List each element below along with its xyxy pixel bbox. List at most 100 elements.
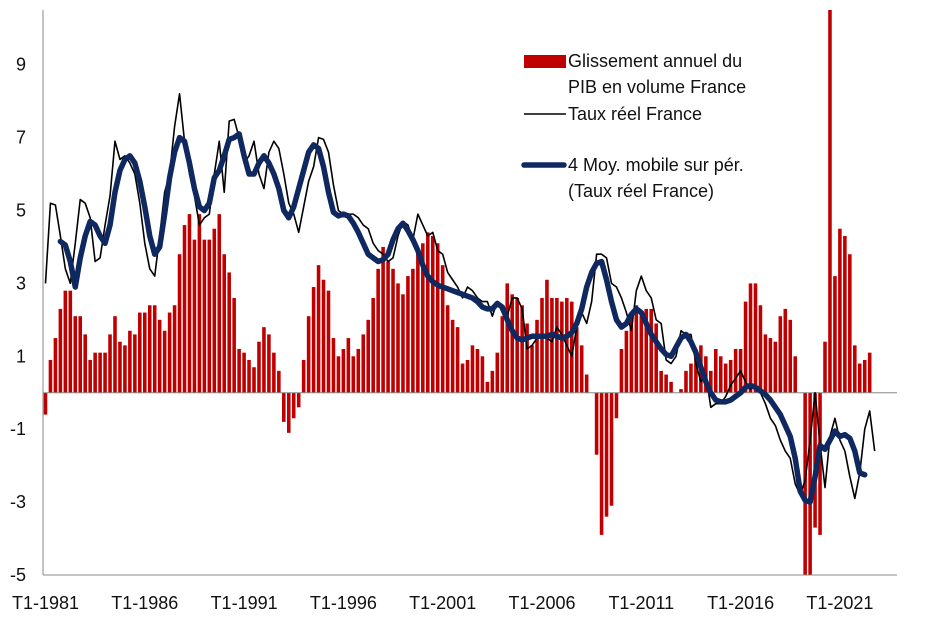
gdp-bar: [257, 341, 261, 393]
gdp-bar: [381, 246, 385, 393]
gdp-bar: [267, 334, 271, 393]
gdp-bar: [197, 214, 202, 393]
gdp-bar: [857, 363, 862, 393]
gdp-bar: [361, 334, 366, 393]
gdp-bar: [391, 268, 395, 393]
gdp-bar: [763, 334, 768, 393]
gdp-bar: [515, 297, 519, 393]
gdp-bar: [326, 290, 331, 393]
gdp-bar: [748, 283, 753, 393]
gdp-bar: [694, 349, 698, 393]
x-tick-label: T1-1981: [12, 593, 79, 613]
gdp-bar: [53, 338, 58, 393]
gdp-bar: [833, 276, 837, 393]
gdp-bar: [465, 359, 470, 393]
gdp-bar: [728, 359, 733, 393]
gdp-bar: [629, 316, 634, 393]
gdp-bar: [187, 214, 192, 393]
gdp-bar: [262, 327, 266, 393]
gdp-bar: [143, 312, 147, 393]
gdp-bar: [778, 316, 783, 393]
gdp-bar: [147, 305, 152, 393]
gdp-bar: [495, 352, 500, 393]
moving-average-line: [57, 131, 868, 505]
gdp-bar: [535, 319, 539, 393]
gdp-bar: [828, 10, 832, 393]
gdp-bar: [718, 356, 723, 393]
gdp-bar: [470, 345, 475, 393]
gdp-bar: [753, 283, 758, 393]
gdp-bar: [525, 323, 529, 393]
gdp-bar: [649, 308, 654, 393]
gdp-bar: [664, 374, 668, 393]
gdp-bar: [709, 370, 713, 393]
gdp-bar: [421, 243, 425, 393]
gdp-bar: [123, 345, 127, 393]
gdp-bar: [98, 352, 102, 393]
gdp-bar: [167, 312, 172, 393]
gdp-bar: [579, 345, 584, 393]
y-tick-label: -5: [10, 565, 26, 585]
gdp-bar: [848, 254, 852, 393]
y-tick-label: -3: [10, 492, 26, 512]
gdp-bar: [654, 323, 658, 393]
x-tick-label: T1-2021: [806, 593, 873, 613]
gdp-bar: [108, 334, 112, 393]
gdp-bar: [733, 349, 738, 393]
y-tick-label: 5: [16, 201, 26, 221]
y-tick-labels: 9 7 5 3 1 -1 -3 -5: [10, 55, 26, 585]
gdp-bar: [217, 214, 222, 393]
gdp-bar: [83, 334, 87, 393]
gdp-bar: [406, 276, 410, 393]
gdp-bar: [73, 316, 78, 393]
gdp-bar: [43, 392, 48, 415]
gdp-bar: [689, 363, 693, 393]
gdp-bar: [58, 308, 63, 393]
gdp-bar: [212, 228, 217, 393]
gdp-bar: [634, 305, 639, 393]
gdp-bar: [838, 228, 842, 393]
gdp-bar: [485, 381, 490, 393]
y-tick-label: 9: [16, 55, 26, 75]
gdp-bar: [321, 279, 326, 393]
gdp-bar: [768, 338, 773, 393]
gdp-bar: [570, 301, 574, 393]
gdp-bar: [639, 316, 644, 393]
gdp-bar: [669, 381, 673, 393]
gdp-bar: [823, 341, 827, 393]
gdp-bar: [574, 327, 579, 393]
x-tick-label: T1-2001: [409, 593, 476, 613]
gdp-bar: [311, 287, 316, 393]
gdp-bar: [282, 392, 286, 422]
gdp-bar: [609, 392, 614, 506]
gdp-bar: [291, 392, 296, 419]
y-tick-label: 3: [16, 273, 26, 293]
y-tick-label: -1: [10, 419, 26, 439]
gdp-bar: [222, 254, 227, 393]
gdp-bar: [743, 301, 748, 393]
gdp-bar: [862, 359, 867, 393]
gdp-bar: [450, 319, 455, 393]
legend-ma-label-line1: 4 Moy. mobile sur pér.: [568, 155, 744, 175]
gdp-bar: [336, 356, 341, 393]
gdp-bar: [619, 349, 624, 393]
gdp-bar: [445, 305, 450, 393]
gdp-bar: [411, 268, 415, 393]
x-tick-label: T1-2011: [608, 593, 674, 613]
gdp-bar: [659, 370, 663, 393]
gdp-bar: [679, 389, 683, 393]
gdp-bar: [604, 392, 609, 517]
gdp-bar: [853, 345, 857, 393]
gdp-bar: [540, 297, 544, 393]
bar-series: [43, 10, 872, 575]
legend-background: [510, 48, 760, 206]
gdp-bar: [172, 305, 177, 393]
gdp-bar: [843, 236, 847, 393]
x-tick-label: T1-2016: [707, 593, 774, 613]
gdp-bar: [227, 272, 231, 393]
gdp-bar: [396, 283, 400, 393]
gdp-bar: [192, 239, 197, 393]
y-tick-label: 7: [16, 128, 26, 148]
gdp-bar: [331, 338, 336, 393]
gdp-bar: [500, 316, 505, 393]
